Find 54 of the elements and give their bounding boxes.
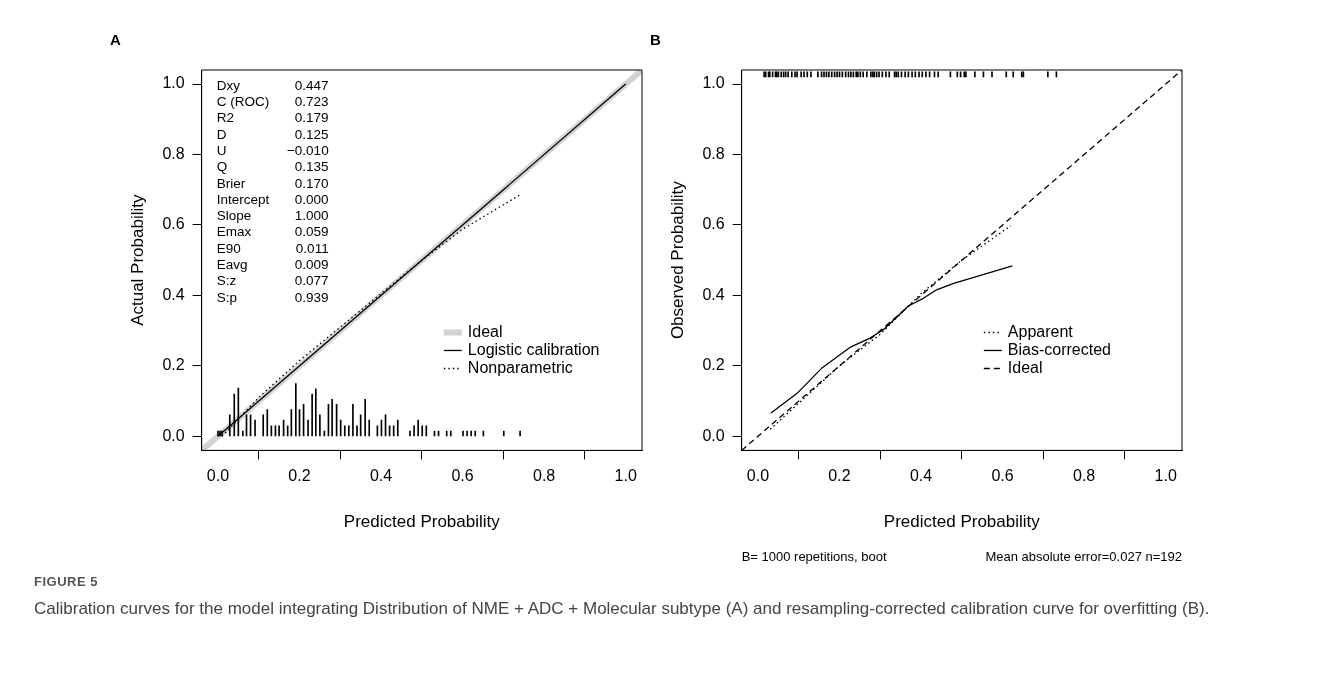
text: Dxy 0.447 [216,77,329,93]
text: Q 0.135 [216,159,329,175]
text: Slope 1.000 [216,208,329,224]
text: E90 0.011 [216,240,329,256]
y-tick-label: 0.6 [702,215,725,233]
x-axis-title: Predicted Probability [883,512,1041,532]
x-tick-label: 0.4 [909,467,933,485]
x-tick-label: 0.0 [746,467,770,485]
text: B= 1000 repetitions, boot [741,548,887,564]
legend-label: Logistic calibration [467,340,600,358]
legend-label: Apparent [1007,322,1074,340]
text: U −0.010 [216,142,329,158]
x-tick-label: 0.8 [533,467,556,485]
chart-title: B [650,31,661,49]
caption: FIGURE 5 [34,574,99,589]
text: Calibration curves for the model integrating Distribution of NME + ADC + Molecular subtype (A) and resampling-corrected calibration curve for overfitting (B). [34,598,1211,620]
x-tick-label: 0.8 [1073,467,1096,485]
y-tick-label: 0.4 [162,285,185,303]
x-tick-label: 1.0 [614,467,637,485]
y-tick-label: 0.8 [162,144,185,162]
text: Brier 0.170 [216,175,329,191]
y-axis-title: Observed Probability [667,180,687,340]
text: R2 0.179 [216,110,329,126]
legend-label: Nonparametric [467,358,573,376]
x-tick-label: 0.6 [991,467,1014,485]
y-axis-title: Actual Probability [127,194,147,326]
y-tick-label: 0.6 [162,215,185,233]
text: Eavg 0.009 [216,257,329,273]
text: Intercept 0.000 [216,191,329,207]
y-tick-label: 0.0 [702,426,725,444]
x-tick-label: 0.6 [451,467,474,485]
x-tick-label: 0.0 [206,467,230,485]
text: D 0.125 [216,126,329,142]
legend-label: Ideal [1007,358,1043,376]
x-tick-label: 0.2 [288,467,311,485]
chart-title: A [110,31,121,49]
y-tick-label: 0.2 [162,356,185,374]
y-tick-label: 1.0 [162,74,185,92]
y-tick-label: 0.0 [162,426,185,444]
legend-label: Ideal [467,322,503,340]
y-tick-label: 0.8 [702,144,725,162]
legend-label: Bias-corrected [1007,340,1111,358]
text: S:p 0.939 [216,289,329,305]
x-axis-title: Predicted Probability [343,512,501,532]
text: S:z 0.077 [216,273,329,289]
x-tick-label: 0.2 [828,467,851,485]
text: C (ROC) 0.723 [216,94,329,110]
y-tick-label: 0.2 [702,356,725,374]
text: Emax 0.059 [216,224,329,240]
y-tick-label: 1.0 [702,74,725,92]
text: Mean absolute error=0.027 n=192 [985,548,1182,564]
x-tick-label: 1.0 [1154,467,1177,485]
x-tick-label: 0.4 [369,467,393,485]
y-tick-label: 0.4 [702,285,725,303]
